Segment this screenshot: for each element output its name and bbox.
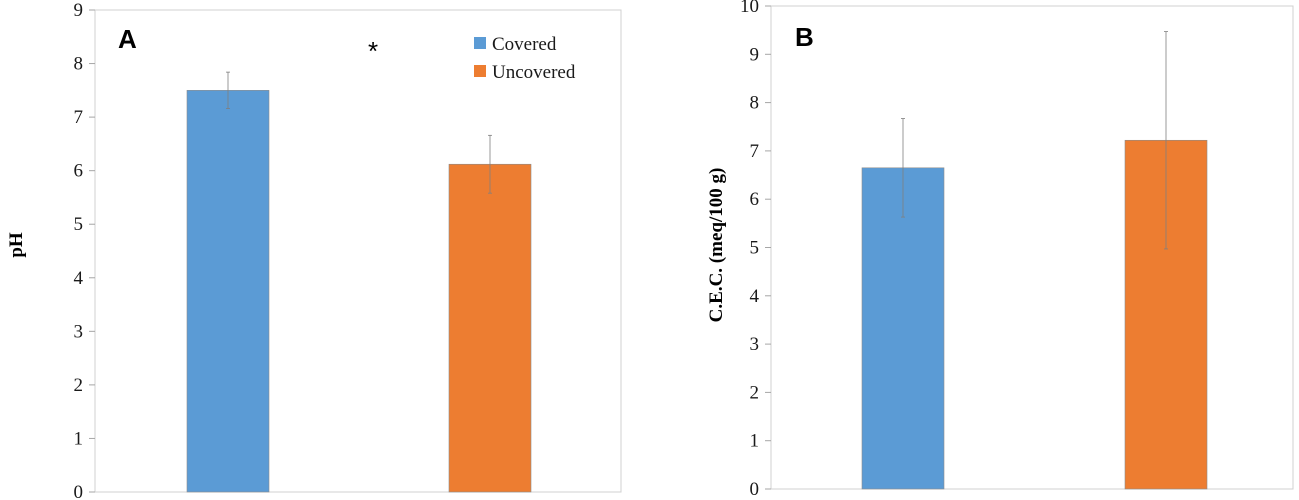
- y-tick-label-a: 9: [74, 0, 84, 21]
- legend-label-uncovered: Uncovered: [492, 62, 576, 83]
- significance-marker: *: [368, 36, 378, 66]
- plot-area-a: [94, 9, 622, 493]
- y-tick-label-b: 6: [750, 189, 760, 210]
- y-axis-label-b: C.E.C. (meq/100 g): [706, 168, 727, 323]
- y-tick-label-a: 4: [74, 268, 84, 289]
- y-tick-label-a: 0: [74, 482, 84, 500]
- plot-area-b: [770, 5, 1294, 490]
- legend-swatch-uncovered: [474, 65, 486, 77]
- y-tick-label-a: 8: [74, 54, 84, 75]
- legend-swatch-covered: [474, 37, 486, 49]
- y-tick-label-a: 7: [74, 107, 84, 128]
- y-tick-label-b: 8: [750, 93, 760, 114]
- y-tick-label-b: 7: [750, 141, 760, 162]
- y-tick-label-b: 0: [750, 479, 760, 500]
- y-tick-label-a: 6: [74, 161, 84, 182]
- y-tick-label-b: 2: [750, 382, 760, 403]
- bar-covered-a: [186, 90, 270, 493]
- y-tick-label-a: 5: [74, 214, 84, 235]
- y-tick-label-b: 3: [750, 334, 760, 355]
- y-tick-label-b: 1: [750, 431, 760, 452]
- legend-label-covered: Covered: [492, 34, 557, 55]
- y-ticks-b: 0 1 2 3 4 5 6 7 8 9 10: [740, 0, 771, 500]
- panel-label-a: A: [118, 24, 137, 54]
- bars-b: [861, 31, 1208, 490]
- bars-a: [186, 71, 532, 493]
- y-tick-label-b: 10: [740, 0, 759, 17]
- panel-label-b: B: [795, 22, 814, 52]
- chart-panel-a: pH A * Covered Uncovered 0 1 2 3 4 5 6 7 8 9: [6, 0, 622, 500]
- y-tick-label-b: 9: [750, 44, 760, 65]
- bar-uncovered-a: [448, 163, 532, 493]
- y-tick-label-a: 2: [74, 375, 84, 396]
- y-tick-label-b: 5: [750, 238, 760, 259]
- y-tick-label-b: 4: [750, 286, 760, 307]
- y-ticks-a: 0 1 2 3 4 5 6 7 8 9: [74, 0, 95, 500]
- legend: Covered Uncovered: [474, 34, 576, 83]
- y-axis-label-a: pH: [6, 232, 27, 258]
- y-tick-label-a: 3: [74, 321, 84, 342]
- y-tick-label-a: 1: [74, 428, 84, 449]
- chart-panel-b: C.E.C. (meq/100 g) B 0 1 2 3 4 5 6 7 8 9 10: [706, 0, 1294, 500]
